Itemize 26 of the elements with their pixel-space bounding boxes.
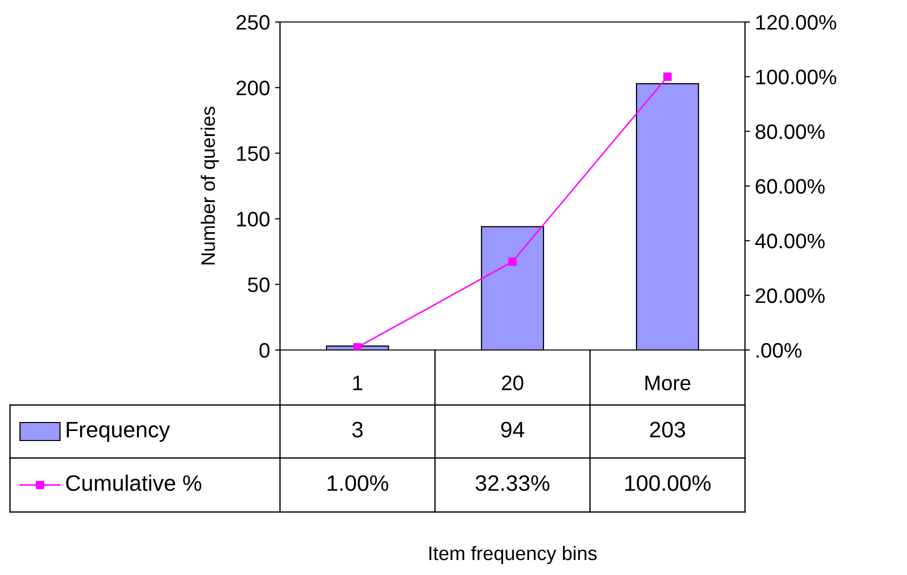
legend-label: Frequency	[66, 422, 170, 442]
x-tick-label: 1	[353, 376, 362, 390]
y2-tick-label: 100.00%	[756, 70, 836, 84]
y-tick-label: 0	[260, 343, 270, 358]
y2-tick-label: 40.00%	[755, 234, 825, 248]
x-tick-label: 20	[502, 376, 524, 390]
data-label: 32.33%	[476, 475, 550, 491]
data-label: 100.00%	[625, 475, 711, 491]
y2-tick-label: 120.00%	[756, 15, 836, 30]
text: Item frequency bins	[429, 546, 597, 564]
y2-tick-label: .00%	[756, 343, 802, 358]
legend-label: Cumulative %	[66, 474, 202, 491]
data-label: 1.00%	[328, 475, 388, 491]
data-label: 94	[501, 422, 524, 438]
y2-tick-label: 60.00%	[756, 179, 825, 194]
y-tick-label: 150	[237, 146, 270, 161]
data-label: 203	[650, 422, 686, 438]
y2-tick-label: 20.00%	[756, 288, 825, 304]
y-tick-label: 250	[236, 15, 270, 30]
y-axis-title: Number of queries	[200, 106, 219, 264]
x-tick-label: More	[645, 376, 690, 390]
y-tick-label: 100	[237, 212, 270, 227]
data-label: 3	[352, 422, 363, 438]
y-tick-label: 200	[236, 80, 270, 96]
y2-tick-label: 80.00%	[756, 124, 825, 140]
y-tick-label: 50	[248, 277, 270, 292]
